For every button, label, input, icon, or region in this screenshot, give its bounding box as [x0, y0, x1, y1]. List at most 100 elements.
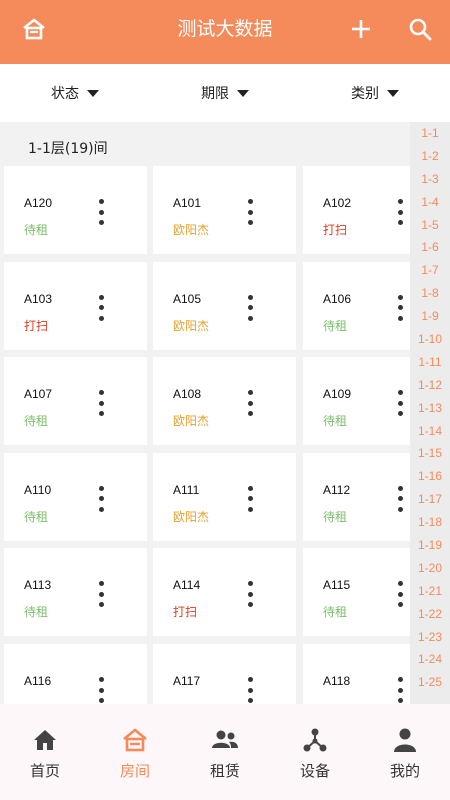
more-vertical-icon[interactable] [96, 294, 106, 321]
floor-index-item[interactable]: 1-13 [417, 400, 443, 415]
room-card[interactable]: A111 欧阳杰 [153, 452, 296, 541]
more-vertical-icon[interactable] [395, 294, 405, 321]
floor-title: 1-1层(19)间 [28, 141, 108, 157]
room-status: 待租 [323, 414, 348, 429]
floor-index-item[interactable]: 1-22 [417, 606, 443, 621]
floor-index-item[interactable]: 1-14 [417, 423, 443, 438]
floor-index-item[interactable]: 1-4 [421, 194, 439, 209]
floor-index-item[interactable]: 1-15 [417, 446, 443, 461]
more-vertical-icon[interactable] [96, 390, 106, 417]
room-name: A116 [24, 674, 52, 688]
room-card[interactable]: A108 欧阳杰 [153, 357, 296, 446]
tab-label: 首页 [29, 762, 60, 780]
room-card[interactable]: A103 打扫 [4, 261, 147, 350]
tab-home[interactable]: 首页 [0, 704, 90, 800]
room-status: 打扫 [323, 223, 348, 237]
tab-lease[interactable]: 租赁 [180, 704, 270, 800]
room-name: A107 [24, 387, 53, 402]
room-card[interactable]: A105 欧阳杰 [153, 261, 296, 350]
floor-index-item[interactable]: 1-18 [417, 515, 443, 530]
more-vertical-icon[interactable] [395, 390, 405, 417]
floor-index-item[interactable]: 1-7 [421, 263, 439, 278]
top-app-bar: 测试大数据 [0, 0, 450, 64]
floor-index-item[interactable]: 1-24 [417, 652, 443, 667]
caret-down-icon [87, 89, 99, 97]
floor-index-item[interactable]: 1-8 [421, 286, 439, 301]
floor-index-item[interactable]: 1-1 [421, 126, 439, 140]
more-vertical-icon[interactable] [395, 199, 405, 225]
room-status: 待租 [24, 223, 49, 237]
room-name: A101 [173, 196, 202, 210]
floor-index-item[interactable]: 1-17 [417, 492, 443, 507]
tab-room[interactable]: 房间 [90, 704, 180, 800]
more-vertical-icon[interactable] [245, 581, 255, 608]
floor-index-item[interactable]: 1-9 [421, 309, 439, 324]
room-card[interactable]: A120 待租 [4, 166, 147, 254]
room-status: 欧阳杰 [173, 223, 210, 237]
floor-index-item[interactable]: 1-6 [421, 240, 439, 255]
room-name: A108 [173, 387, 202, 402]
room-name: A113 [24, 578, 52, 593]
room-name: A106 [323, 291, 352, 306]
room-status: 欧阳杰 [173, 414, 210, 429]
filter-label: 类别 [351, 86, 379, 102]
more-vertical-icon[interactable] [395, 485, 405, 512]
room-name: A103 [24, 291, 53, 306]
floor-index-item[interactable]: 1-20 [417, 560, 443, 575]
room-status: 待租 [24, 509, 49, 524]
more-vertical-icon[interactable] [245, 485, 255, 512]
plus-icon[interactable] [344, 12, 378, 46]
more-vertical-icon[interactable] [96, 199, 106, 225]
floor-index-item[interactable]: 1-12 [417, 377, 443, 392]
filter-term[interactable]: 期限 [150, 64, 300, 122]
floor-index-item[interactable]: 1-23 [417, 629, 443, 644]
room-status: 打扫 [24, 318, 49, 333]
device-network-icon [301, 726, 329, 754]
room-card[interactable]: A114 打扫 [153, 548, 296, 637]
room-name: A117 [173, 674, 201, 688]
more-vertical-icon[interactable] [96, 581, 106, 608]
more-vertical-icon[interactable] [245, 677, 255, 703]
bottom-tab-bar: 首页 房间 租赁 [0, 704, 450, 800]
floor-index-item[interactable]: 1-16 [417, 469, 443, 484]
floor-index-item[interactable]: 1-11 [418, 354, 442, 369]
room-card[interactable]: A101 欧阳杰 [153, 166, 296, 254]
filter-label: 期限 [201, 86, 229, 102]
room-card[interactable]: A107 待租 [4, 357, 147, 446]
room-card[interactable]: A110 待租 [4, 452, 147, 541]
room-icon [121, 726, 149, 754]
filter-category[interactable]: 类别 [300, 64, 450, 122]
filter-status[interactable]: 状态 [0, 64, 150, 122]
search-icon[interactable] [403, 12, 437, 46]
more-vertical-icon[interactable] [395, 581, 405, 608]
more-vertical-icon[interactable] [96, 677, 106, 703]
floor-index-item[interactable]: 1-10 [417, 332, 443, 347]
floor-index-item[interactable]: 1-2 [421, 148, 439, 163]
page-title: 测试大数据 [177, 18, 273, 40]
room-name: A105 [173, 291, 202, 306]
tab-label: 设备 [299, 762, 330, 780]
floor-index-item[interactable]: 1-5 [421, 217, 439, 232]
floor-index-item[interactable]: 1-21 [417, 583, 443, 598]
home-outline-icon[interactable] [17, 12, 51, 46]
more-vertical-icon[interactable] [245, 294, 255, 321]
room-card[interactable]: A113 待租 [4, 548, 147, 637]
room-status: 欧阳杰 [173, 509, 210, 524]
room-name: A115 [323, 578, 351, 593]
room-name: A118 [323, 674, 351, 688]
tab-mine[interactable]: 我的 [360, 704, 450, 800]
more-vertical-icon[interactable] [245, 390, 255, 417]
more-vertical-icon[interactable] [245, 199, 255, 225]
floor-index-item[interactable]: 1-3 [421, 171, 439, 186]
floor-index-item[interactable]: 1-19 [417, 538, 443, 553]
floor-index-bar[interactable]: 1-1 1-2 1-3 1-4 1-5 1-6 1-7 1-8 1-9 1-10 1-11 1-12 1… [410, 122, 450, 704]
more-vertical-icon[interactable] [395, 677, 405, 703]
home-icon [31, 726, 59, 754]
room-status: 待租 [323, 605, 348, 620]
room-status: 待租 [323, 509, 348, 524]
room-name: A114 [173, 578, 201, 593]
floor-index-item[interactable]: 1-25 [417, 675, 443, 690]
more-vertical-icon[interactable] [96, 485, 106, 512]
tab-label: 我的 [389, 762, 420, 780]
tab-device[interactable]: 设备 [270, 704, 360, 800]
